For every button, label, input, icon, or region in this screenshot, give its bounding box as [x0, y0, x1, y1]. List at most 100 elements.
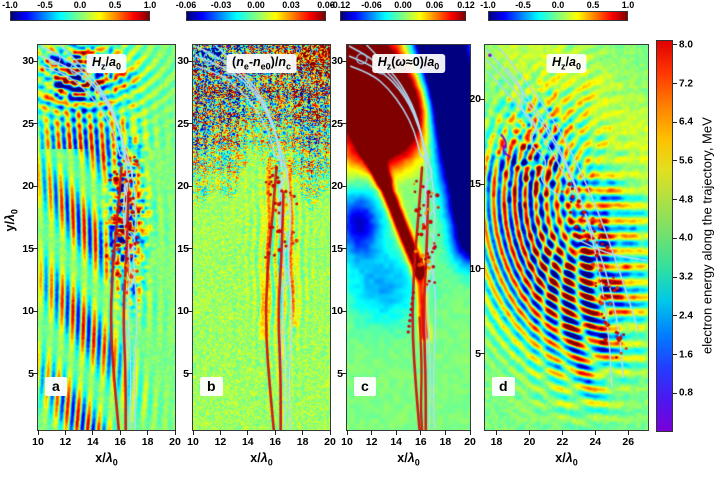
panel-c-xtickmark-10 [346, 430, 348, 435]
panel-a-ytickmark-15 [33, 248, 38, 250]
panel-b-xtick-14: 14 [241, 436, 254, 448]
panel-c-xtickmark-20 [469, 430, 471, 435]
panel-d-letter: d [492, 377, 515, 396]
panel-d-colorbar-tick--0.5: -0.5 [515, 0, 531, 10]
panel-c-colorbar-tick-0.12: 0.12 [457, 0, 475, 10]
panel-b-title: (ne-ne0)/nc [226, 54, 297, 73]
panel-c-ytick-15: 15 [331, 242, 343, 255]
panel-c-x-axis-label: x/λ0 [397, 451, 420, 468]
panel-a-ytick-5: 5 [28, 367, 34, 380]
panel-a-title: Hz/a0 [86, 54, 127, 73]
panel-c-xtickmark-14 [395, 430, 397, 435]
panel-b-xtickmark-12 [219, 430, 221, 435]
panel-c-ytick-20: 20 [331, 180, 343, 193]
panel-c-colorbar [340, 11, 466, 21]
panel-d-ytick-20: 20 [469, 93, 481, 106]
energy-colorbar-tick-2.4: 2.4 [679, 310, 693, 322]
energy-colorbar-tick-5.6: 5.6 [679, 155, 693, 167]
panel-a-xtick-20: 20 [169, 436, 181, 448]
panel-b-colorbar-tick--0.03: -0.03 [210, 0, 232, 10]
panel-c-ytickmark-10 [342, 310, 347, 312]
panel-d-colorbar-tick-0.0: 0.0 [551, 0, 565, 10]
panel-b-ytick-20: 20 [177, 180, 189, 193]
panel-a-ytick-20: 20 [22, 180, 34, 193]
panel-d-title: Hz/a0 [546, 54, 587, 73]
panel-b-xtick-18: 18 [296, 436, 309, 448]
panel-c-ytick-25: 25 [331, 117, 343, 130]
energy-colorbar-tick-4.0: 4.0 [679, 232, 693, 244]
energy-colorbar-tick-6.4: 6.4 [679, 116, 693, 128]
panel-a-xtick-10: 10 [32, 436, 44, 448]
panel-d-xtickmark-22 [561, 430, 563, 435]
panel-c-xtickmark-18 [444, 430, 446, 435]
panel-a-xtick-16: 16 [114, 436, 127, 448]
panel-d-ytickmark-15 [480, 183, 485, 185]
panel-b-ytickmark-20 [188, 185, 193, 187]
energy-colorbar-tickmark-1.6 [673, 354, 677, 356]
energy-colorbar-tick-3.2: 3.2 [679, 271, 693, 283]
panel-d-ytick-5: 5 [475, 347, 481, 360]
panel-b-colorbar [186, 11, 326, 21]
panel-d-ytick-15: 15 [469, 178, 481, 191]
energy-colorbar-tickmark-2.4 [673, 315, 677, 317]
panel-b-ytickmark-5 [188, 373, 193, 375]
panel-a-colorbar-tick-0.5: 0.5 [108, 0, 122, 10]
panel-a-colorbar-tick--0.5: -0.5 [37, 0, 53, 10]
energy-colorbar-tickmark-5.6 [673, 160, 677, 162]
panel-c-xtick-20: 20 [464, 436, 476, 448]
panel-b-ytickmark-25 [188, 123, 193, 125]
panel-a-colorbar [10, 11, 150, 21]
panel-d-ytickmark-20 [480, 98, 485, 100]
panel-a-colorbar-tick-1.0: 1.0 [143, 0, 157, 10]
panel-a-xtick-18: 18 [141, 436, 154, 448]
panel-a-ytickmark-30 [33, 60, 38, 62]
panel-a-ytick-15: 15 [22, 242, 34, 255]
panel-b-xtickmark-20 [329, 430, 331, 435]
panel-d-ytickmark-10 [480, 268, 485, 270]
panel-b-ytickmark-30 [188, 60, 193, 62]
panel-c-ytickmark-15 [342, 248, 347, 250]
panel-c-xtick-12: 12 [365, 436, 378, 448]
panel-d-x-axis-label: x/λ0 [555, 451, 578, 468]
energy-colorbar-label: electron energy along the trajectory, Me… [699, 117, 715, 355]
energy-colorbar-tickmark-4.8 [673, 199, 677, 201]
panel-d-colorbar [488, 11, 628, 21]
panel-b-xtick-16: 16 [269, 436, 282, 448]
panel-c-colorbar-tick-0.06: 0.06 [425, 0, 444, 10]
panel-c-heatmap [346, 44, 471, 431]
panel-b-letter: b [200, 377, 223, 396]
panel-c-colorbar-tick-0.00: 0.00 [394, 0, 412, 10]
panel-b-ytick-30: 30 [177, 55, 189, 68]
panel-c-xtickmark-12 [371, 430, 373, 435]
panel-c-xtick-10: 10 [341, 436, 353, 448]
panel-b-xtickmark-14 [247, 430, 249, 435]
panel-b-colorbar-tick-0.06: 0.06 [317, 0, 335, 10]
panel-c-ytickmark-30 [342, 60, 347, 62]
panel-c-xtick-14: 14 [390, 436, 403, 448]
panel-b-colorbar-tick--0.06: -0.06 [175, 0, 197, 10]
panel-d-xtick-20: 20 [523, 436, 536, 448]
panel-c-xtick-18: 18 [439, 436, 452, 448]
panel-b-x-axis-label: x/λ0 [250, 451, 273, 468]
panel-a-ytickmark-20 [33, 185, 38, 187]
panel-d-xtickmark-20 [528, 430, 530, 435]
panel-a-xtickmark-10 [37, 430, 39, 435]
panel-b-ytick-10: 10 [177, 305, 189, 318]
panel-a-ytick-10: 10 [22, 305, 34, 318]
panel-c-colorbar-tick--0.06: -0.06 [361, 0, 382, 10]
panel-c-letter: c [354, 377, 376, 396]
panel-b-xtickmark-18 [302, 430, 304, 435]
panel-b-ytick-5: 5 [183, 367, 189, 380]
panel-d-colorbar-tick-1.0: 1.0 [621, 0, 635, 10]
panel-b-colorbar-tick-0.03: 0.03 [282, 0, 300, 10]
panel-a-colorbar-tick-0.0: 0.0 [73, 0, 87, 10]
panel-a-y-axis-label: y/λ0 [2, 209, 20, 232]
panel-a-xtick-12: 12 [59, 436, 72, 448]
energy-colorbar [656, 40, 673, 432]
energy-colorbar-tickmark-7.2 [673, 83, 677, 85]
panel-c-ytick-30: 30 [331, 55, 343, 68]
panel-b-ytickmark-15 [188, 248, 193, 250]
energy-colorbar-tickmark-3.2 [673, 276, 677, 278]
energy-colorbar-tick-7.2: 7.2 [679, 78, 693, 90]
panel-b-xtickmark-16 [274, 430, 276, 435]
